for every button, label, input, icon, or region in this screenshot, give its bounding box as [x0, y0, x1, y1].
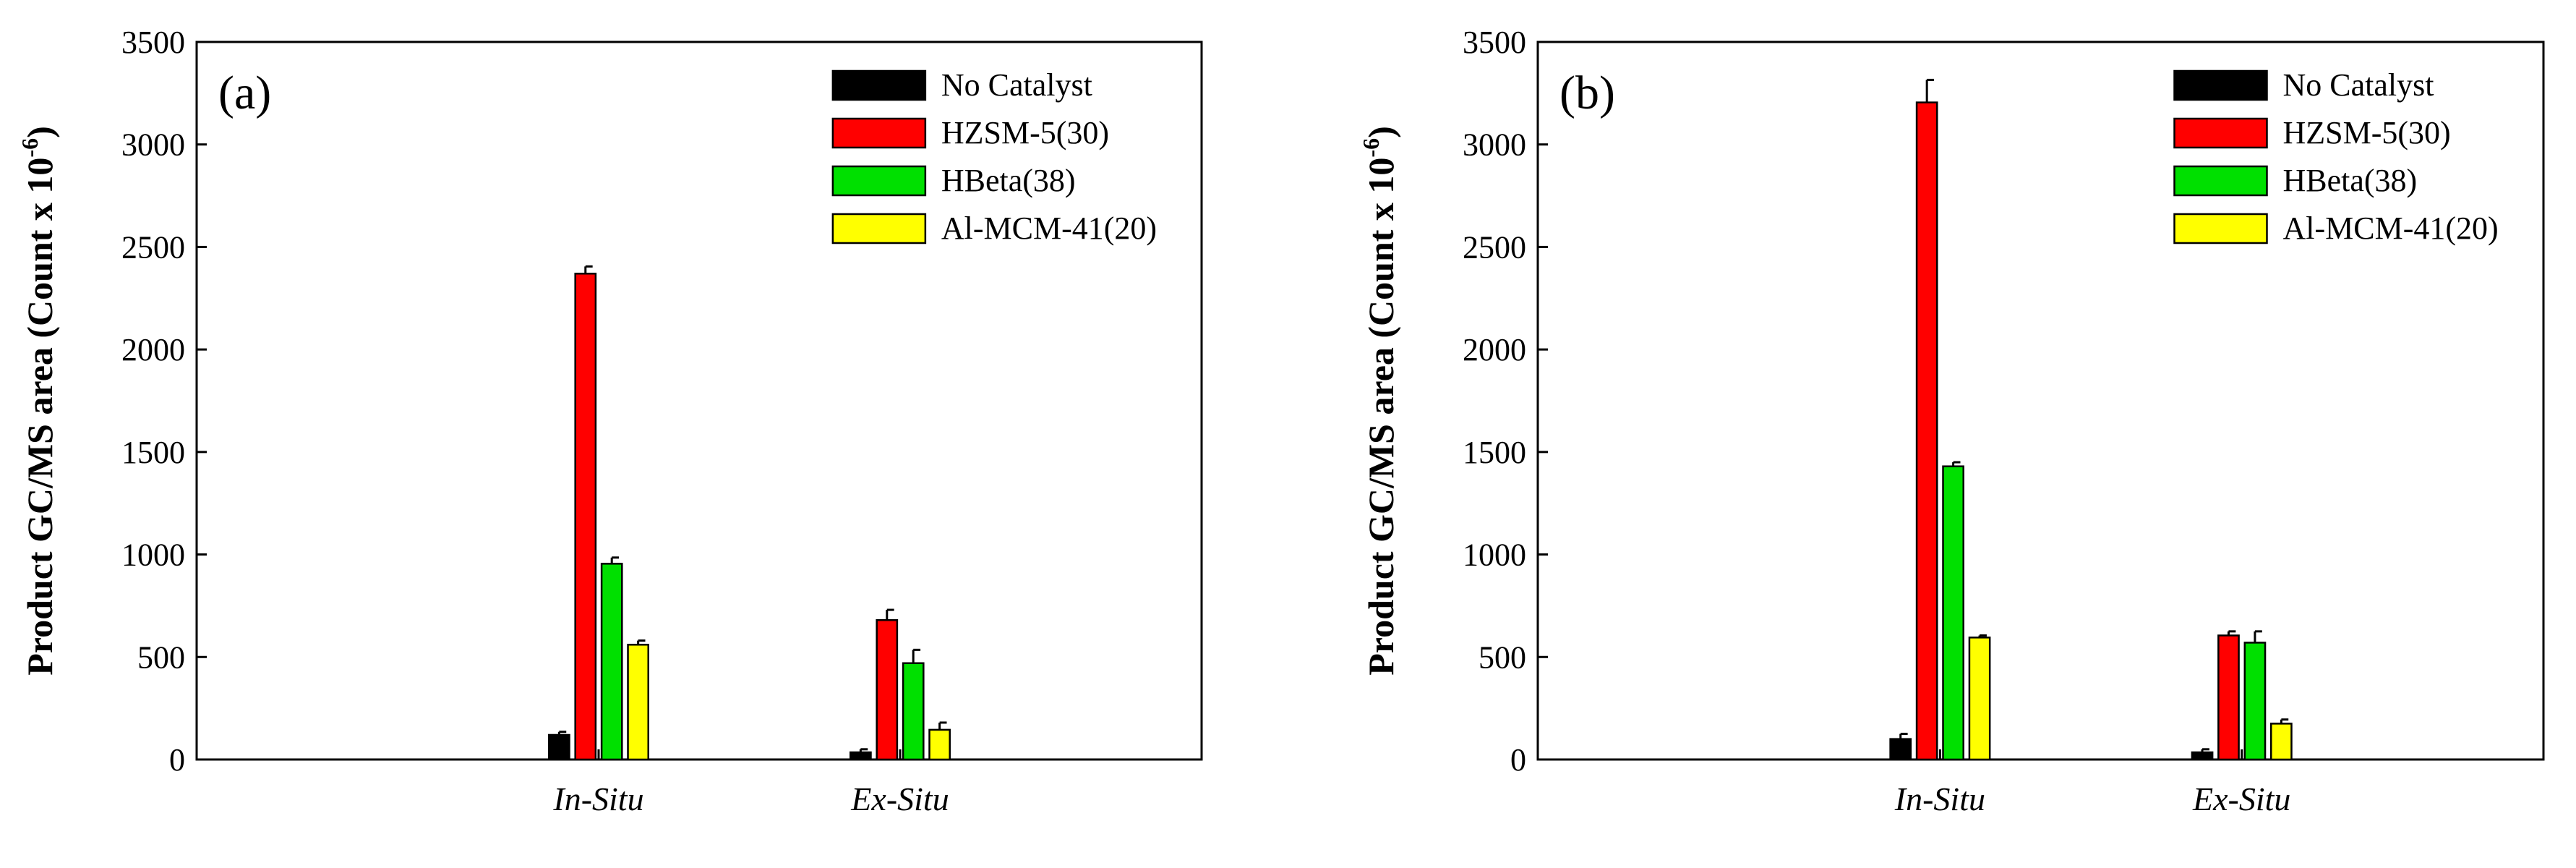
y-tick-label: 2500: [1463, 229, 1526, 265]
legend-swatch: [831, 69, 927, 101]
bar-in-situ-series-3: [1968, 637, 1991, 761]
y-tick-label: 2000: [121, 332, 185, 367]
legend-label: Al-MCM-41(20): [941, 210, 1157, 246]
y-axis-label-text: Product GC/MS area (Count x 10: [1361, 158, 1401, 676]
y-axis-label-exponent: -6: [17, 138, 43, 158]
legend-swatch: [831, 165, 927, 197]
legend-label: HBeta(38): [941, 163, 1076, 198]
panel-label: (b): [1559, 67, 1615, 119]
legend-label: No Catalyst: [2283, 67, 2434, 103]
plot-frame: [1536, 41, 2545, 761]
y-tick-label: 2000: [1463, 332, 1526, 367]
y-tick-label: 1500: [121, 435, 185, 470]
legend-label: No Catalyst: [941, 67, 1092, 103]
legend-swatch: [2173, 117, 2268, 149]
y-axis-label-suffix: ): [1361, 126, 1401, 138]
bar-in-situ-series-2: [1942, 465, 1964, 761]
chart-panel-a: 0 500 1000 1500 2000 2500 3000 3500 Product GC/M…: [17, 25, 1203, 817]
bar-ex-situ-series-2: [2243, 642, 2267, 761]
legend-swatch: [831, 117, 927, 149]
y-tick-label: 500: [1479, 639, 1526, 675]
y-tick-label: 3500: [1463, 25, 1526, 60]
legend-label: HZSM-5(30): [2283, 115, 2451, 150]
y-tick-label: 500: [137, 639, 185, 675]
legend-swatch: [2173, 213, 2268, 244]
bar-in-situ-series-2: [600, 563, 623, 761]
legend-swatch: [831, 213, 927, 244]
bar-ex-situ-series-0: [850, 751, 872, 761]
bar-ex-situ-series-3: [928, 728, 951, 761]
legend-swatch: [2173, 69, 2268, 101]
y-tick-label: 0: [1510, 742, 1526, 778]
panel-label: (a): [218, 67, 271, 119]
legend-label: HBeta(38): [2283, 163, 2418, 198]
legend-swatch: [2173, 165, 2268, 197]
y-tick-label: 0: [169, 742, 185, 778]
y-axis-label-suffix: ): [20, 126, 60, 138]
legend-label: Al-MCM-41(20): [2283, 210, 2499, 246]
y-tick-label: 1000: [121, 537, 185, 573]
bar-ex-situ-series-1: [876, 619, 899, 761]
y-tick-label: 3500: [121, 25, 185, 60]
x-category-label: Ex-Situ: [850, 780, 949, 817]
plot-frame: [195, 41, 1203, 761]
bar-in-situ-series-0: [548, 733, 570, 761]
y-axis-label-text: Product GC/MS area (Count x 10: [20, 158, 60, 676]
bar-ex-situ-series-0: [2191, 751, 2214, 761]
y-tick-label: 3000: [1463, 127, 1526, 163]
bar-in-situ-series-1: [1915, 101, 1938, 761]
y-tick-label: 2500: [121, 229, 185, 265]
y-axis-label: Product GC/MS area (Count x 10-6): [1358, 126, 1401, 676]
bar-ex-situ-series-1: [2217, 634, 2240, 761]
x-category-label: In-Situ: [552, 780, 643, 817]
x-category-label: In-Situ: [1894, 780, 1985, 817]
y-tick-label: 1000: [1463, 537, 1526, 573]
y-tick-label: 1500: [1463, 435, 1526, 470]
y-axis-label: Product GC/MS area (Count x 10-6): [17, 126, 60, 676]
legend-label: HZSM-5(30): [941, 115, 1109, 150]
bar-ex-situ-series-3: [2269, 723, 2293, 761]
bar-ex-situ-series-2: [902, 662, 925, 761]
y-axis-label-exponent: -6: [1358, 138, 1384, 158]
chart-panel-b: 0 500 1000 1500 2000 2500 3000 3500 Product GC/M…: [1358, 25, 2545, 817]
bar-in-situ-series-3: [627, 644, 649, 761]
bar-in-situ-series-1: [574, 273, 597, 761]
y-tick-label: 3000: [121, 127, 185, 163]
bar-in-situ-series-0: [1889, 738, 1912, 761]
x-category-label: Ex-Situ: [2192, 780, 2290, 817]
